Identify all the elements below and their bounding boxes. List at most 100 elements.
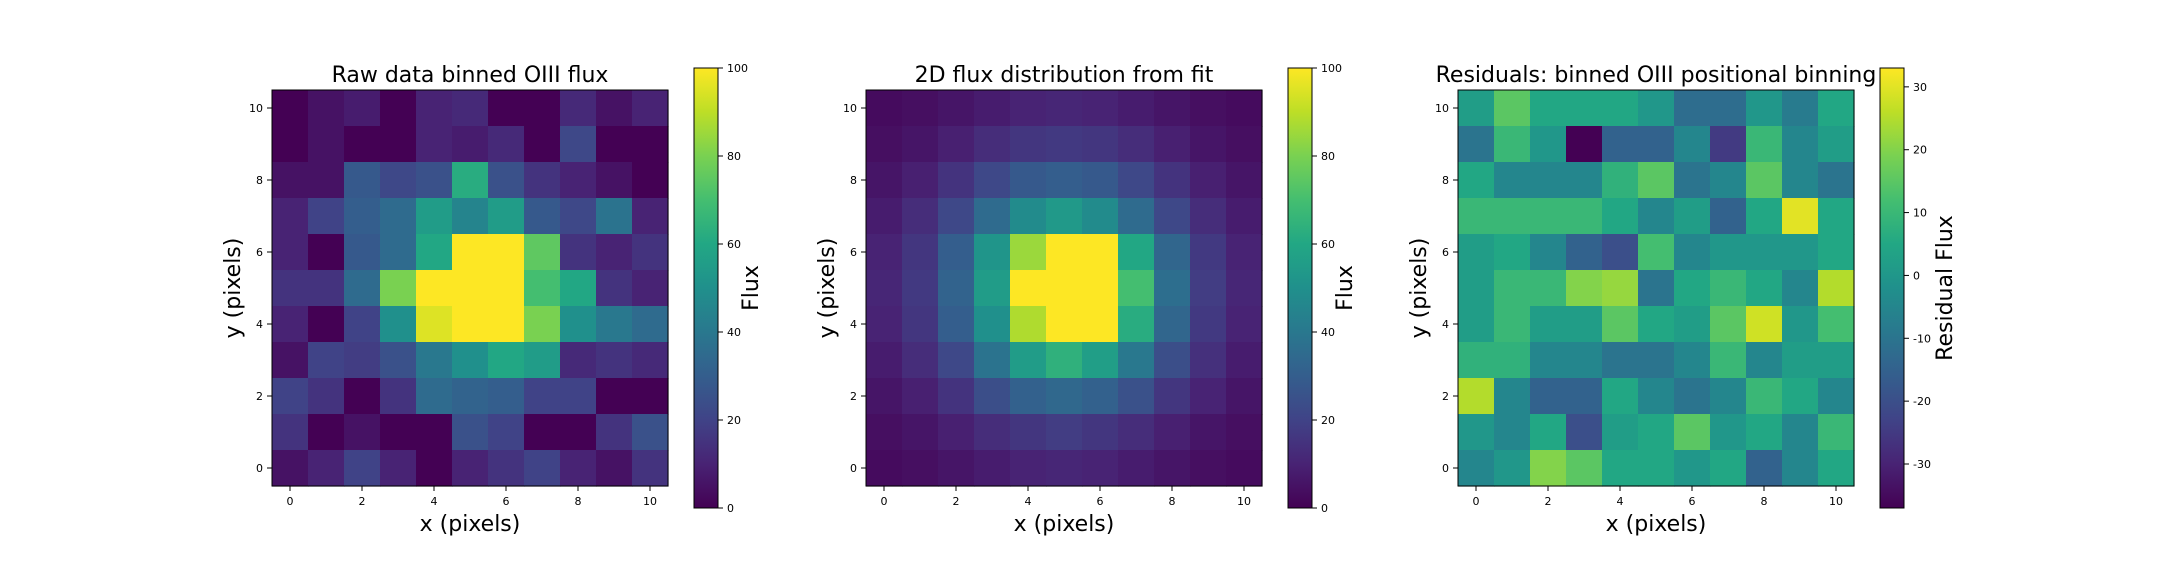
axes-frame	[1457, 89, 1855, 487]
colorbar-tick-label: -30	[1913, 458, 1931, 471]
heatmap-cell	[1082, 450, 1119, 487]
heatmap-cell	[596, 90, 633, 127]
heatmap-cell	[974, 378, 1011, 415]
heatmap-cell	[1082, 126, 1119, 163]
heatmap-cell	[938, 414, 975, 451]
heatmap-cell	[1226, 450, 1263, 487]
heatmap-cell	[272, 234, 309, 271]
heatmap-cell	[1674, 450, 1711, 487]
heatmap-cell	[1118, 198, 1155, 235]
colorbar-label: Residual Flux	[1933, 215, 1958, 361]
heatmap-cell	[1602, 234, 1639, 271]
heatmap-cell	[632, 126, 669, 163]
heatmap-cell	[1494, 90, 1531, 127]
heatmap-cell	[1530, 378, 1567, 415]
heatmap-cell	[272, 90, 309, 127]
heatmap-cell	[1710, 450, 1747, 487]
heatmap-cell	[1458, 450, 1495, 487]
heatmap-cell	[902, 126, 939, 163]
heatmap-cell	[1046, 414, 1083, 451]
heatmap-cell	[1118, 162, 1155, 199]
heatmap-cell	[1226, 126, 1263, 163]
heatmap-cell	[344, 450, 381, 487]
x-tick-label: 2	[1545, 495, 1552, 508]
heatmap-cell	[938, 450, 975, 487]
heatmap-cell	[1674, 234, 1711, 271]
heatmap-cell	[1746, 378, 1783, 415]
heatmap-cell	[1494, 126, 1531, 163]
heatmap-cell	[416, 270, 453, 307]
heatmap-cell	[1118, 450, 1155, 487]
x-tick-label: 4	[1025, 495, 1032, 508]
heatmap-cell	[1530, 342, 1567, 379]
colorbar-tick-label: 20	[1321, 414, 1335, 427]
heatmap-cell	[560, 450, 597, 487]
heatmap-cell	[452, 342, 489, 379]
heatmap-cell	[1494, 378, 1531, 415]
heatmap-cell	[1782, 270, 1819, 307]
heatmap-cell	[1226, 90, 1263, 127]
heatmap-cell	[1190, 414, 1227, 451]
heatmap-cell	[938, 306, 975, 343]
heatmap-cell	[596, 198, 633, 235]
colorbar	[1879, 67, 1905, 509]
heatmap-cell	[1710, 198, 1747, 235]
heatmap-cell	[1602, 306, 1639, 343]
heatmap-cell	[938, 342, 975, 379]
heatmap-cell	[866, 234, 903, 271]
heatmap-cell	[560, 162, 597, 199]
heatmap-cell	[1190, 342, 1227, 379]
heatmap-cell	[272, 306, 309, 343]
heatmap-cell	[560, 306, 597, 343]
heatmap-cell	[1010, 162, 1047, 199]
colorbar	[693, 67, 719, 509]
heatmap-cell	[1190, 378, 1227, 415]
heatmap-cell	[1602, 342, 1639, 379]
heatmap-cell	[1818, 342, 1855, 379]
heatmap-cell	[1674, 342, 1711, 379]
heatmap-cell	[938, 198, 975, 235]
heatmap-cell	[380, 306, 417, 343]
heatmap-cell	[866, 378, 903, 415]
heatmap-cell	[1818, 270, 1855, 307]
x-axis-label: x (pixels)	[420, 512, 521, 537]
y-tick-label: 4	[1442, 318, 1449, 331]
heatmap-cell	[272, 342, 309, 379]
heatmap-cell	[1746, 306, 1783, 343]
colorbar-tick-label: 0	[1913, 269, 1920, 282]
heatmap-cell	[416, 450, 453, 487]
colorbar-tick-label: 40	[727, 326, 741, 339]
heatmap-cell	[1010, 90, 1047, 127]
heatmap-cell	[524, 90, 561, 127]
heatmap-cell	[974, 90, 1011, 127]
heatmap-cell	[1782, 342, 1819, 379]
heatmap-cell	[524, 378, 561, 415]
heatmap-cell	[1602, 270, 1639, 307]
y-tick-label: 8	[1442, 174, 1449, 187]
heatmap-cell	[1046, 342, 1083, 379]
heatmap-cells	[1458, 90, 1855, 487]
heatmap-cell	[1782, 90, 1819, 127]
heatmap-cell	[1530, 450, 1567, 487]
heatmap-cell	[488, 126, 525, 163]
heatmap-cell	[344, 90, 381, 127]
heatmap-cell	[1154, 450, 1191, 487]
heatmap-cell	[1530, 306, 1567, 343]
heatmap-cell	[1638, 378, 1675, 415]
colorbar-tick-label: 80	[1321, 150, 1335, 163]
heatmap-cell	[1190, 162, 1227, 199]
y-tick-label: 6	[1442, 246, 1449, 259]
heatmap-cell	[1530, 234, 1567, 271]
heatmap-cell	[1638, 126, 1675, 163]
heatmap-cell	[596, 270, 633, 307]
x-tick-label: 2	[953, 495, 960, 508]
y-tick-label: 10	[1435, 102, 1449, 115]
heatmap-cell	[344, 198, 381, 235]
heatmap-cell	[488, 414, 525, 451]
heatmap-cell	[452, 450, 489, 487]
colorbar-tick-label: 100	[727, 62, 748, 75]
heatmap-cell	[452, 270, 489, 307]
heatmap-cell	[902, 378, 939, 415]
heatmap-cell	[524, 198, 561, 235]
